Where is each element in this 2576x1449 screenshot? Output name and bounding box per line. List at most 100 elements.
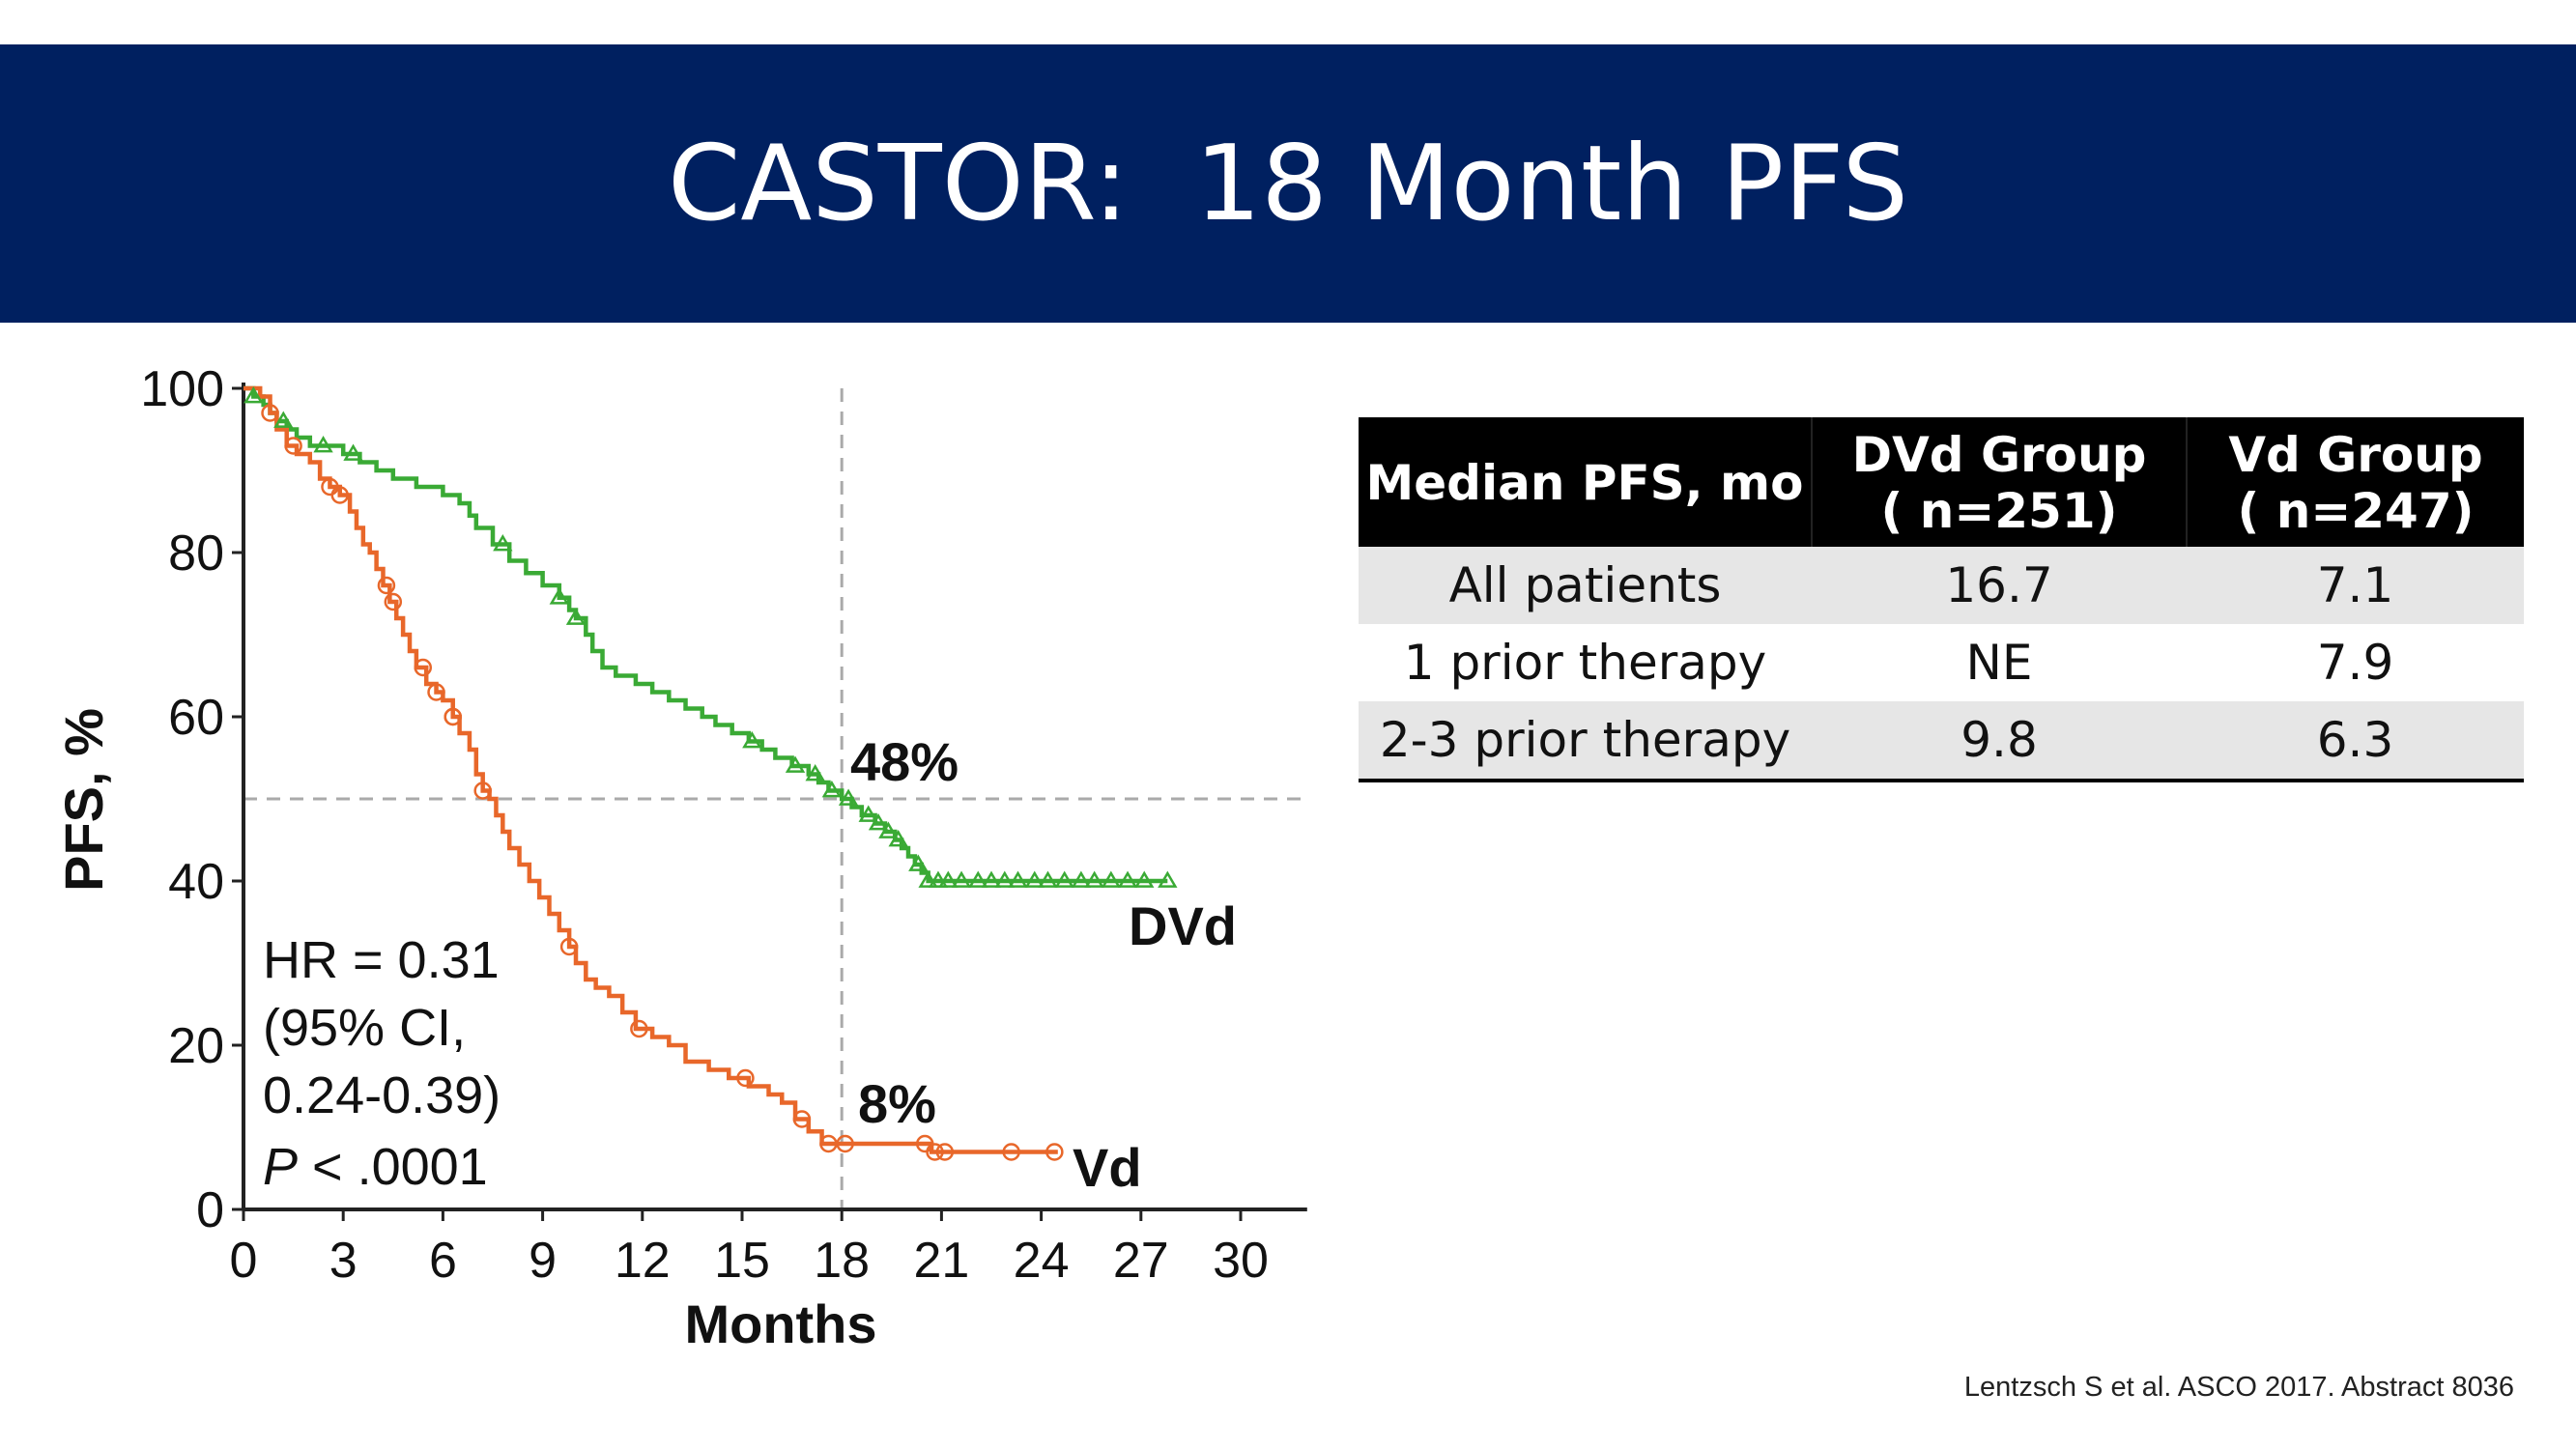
reference-lines bbox=[243, 388, 1307, 1209]
x-tick-label: 6 bbox=[429, 1233, 457, 1289]
censor-mark-dvd bbox=[928, 870, 949, 888]
median-pfs-table: Median PFS, mo DVd Group ( n=251) Vd Gro… bbox=[1359, 417, 2524, 782]
dvd-18mo-label: 48% bbox=[850, 731, 959, 792]
x-tick-label: 27 bbox=[1113, 1233, 1169, 1289]
table-header-row: Median PFS, mo DVd Group ( n=251) Vd Gro… bbox=[1359, 417, 2524, 547]
y-tick-label: 100 bbox=[140, 361, 224, 417]
censor-mark-dvd bbox=[858, 805, 878, 822]
p-label: P bbox=[263, 1138, 298, 1196]
header-median-pfs-line1: Median PFS, mo bbox=[1365, 455, 1804, 511]
x-tick-label: 24 bbox=[1014, 1233, 1070, 1289]
hr-line-2: (95% CI, bbox=[263, 999, 466, 1057]
x-axis-title: Months bbox=[684, 1293, 876, 1354]
x-tick-label: 9 bbox=[529, 1233, 557, 1289]
table-cell-dvd: 16.7 bbox=[1812, 547, 2187, 624]
series-label-dvd: DVd bbox=[1129, 895, 1237, 956]
header-vd-line2: ( n=247) bbox=[2237, 483, 2475, 539]
censor-mark-vd bbox=[1002, 1143, 1020, 1161]
censor-mark-dvd bbox=[549, 587, 569, 605]
table-row: All patients 16.7 7.1 bbox=[1359, 547, 2524, 624]
censor-mark-dvd bbox=[918, 870, 938, 888]
censor-mark-dvd bbox=[313, 436, 333, 453]
series-label-vd: Vd bbox=[1073, 1137, 1142, 1198]
header-vd-line1: Vd Group bbox=[2228, 427, 2483, 483]
table-cell-vd: 7.1 bbox=[2187, 547, 2524, 624]
censor-mark-vd bbox=[427, 683, 445, 701]
censor-mark-vd bbox=[926, 1143, 944, 1161]
x-tick-label: 3 bbox=[329, 1233, 358, 1289]
header-vd-group: Vd Group ( n=247) bbox=[2186, 417, 2524, 547]
censor-mark-vd bbox=[792, 1110, 812, 1128]
y-tick-label: 80 bbox=[168, 526, 224, 582]
table-row: 1 prior therapy NE 7.9 bbox=[1359, 624, 2524, 701]
header-median-pfs: Median PFS, mo bbox=[1359, 417, 1812, 547]
table-cell-vd: 7.9 bbox=[2316, 635, 2394, 691]
x-tick-label: 12 bbox=[615, 1233, 671, 1289]
censor-mark-vd bbox=[284, 437, 302, 455]
censor-mark-dvd bbox=[838, 788, 859, 806]
censor-mark-dvd bbox=[1024, 870, 1045, 888]
p-value: < .0001 bbox=[298, 1138, 488, 1196]
table-row: 2-3 prior therapy 9.8 6.3 bbox=[1359, 701, 2524, 781]
censor-mark-dvd bbox=[1008, 870, 1028, 888]
censor-mark-dvd bbox=[888, 830, 908, 847]
header-dvd-group: DVd Group ( n=251) bbox=[1811, 417, 2187, 547]
censor-mark-dvd bbox=[908, 854, 929, 871]
censor-mark-vd bbox=[736, 1068, 755, 1088]
vd-18mo-label: 8% bbox=[858, 1073, 936, 1134]
censor-mark-dvd bbox=[493, 534, 513, 552]
censor-mark-vd bbox=[444, 707, 462, 726]
title-bar: CASTOR: 18 Month PFS bbox=[0, 44, 2576, 323]
censor-mark-dvd bbox=[981, 870, 1002, 888]
censor-mark-dvd bbox=[821, 781, 843, 798]
censor-mark-dvd bbox=[343, 443, 363, 461]
censor-mark-dvd bbox=[1038, 870, 1058, 888]
censor-mark-vd bbox=[261, 404, 279, 422]
censor-mark-dvd bbox=[565, 608, 587, 625]
censor-mark-dvd bbox=[1134, 870, 1155, 888]
censor-mark-dvd bbox=[805, 764, 825, 781]
censor-mark-dvd bbox=[1054, 870, 1074, 888]
censor-mark-dvd bbox=[243, 386, 264, 404]
censor-mark-vd bbox=[559, 937, 579, 956]
censor-mark-dvd bbox=[273, 411, 294, 428]
table-cell-dvd: NE bbox=[1965, 635, 2033, 691]
censor-mark-vd bbox=[630, 1019, 648, 1038]
censor-mark-dvd bbox=[938, 870, 959, 888]
censor-mark-vd bbox=[384, 592, 403, 611]
header-dvd-line1: DVd Group bbox=[1851, 427, 2147, 483]
hr-line-3: 0.24-0.39) bbox=[263, 1066, 501, 1124]
censor-mark-dvd bbox=[968, 870, 988, 888]
censor-mark-dvd bbox=[1084, 870, 1104, 888]
x-tick-label: 21 bbox=[913, 1233, 969, 1289]
censor-mark-vd bbox=[473, 781, 492, 800]
table-cell-subgroup: 1 prior therapy bbox=[1403, 635, 1767, 691]
header-dvd-line2: ( n=251) bbox=[1880, 483, 2118, 539]
hr-line-1: HR = 0.31 bbox=[263, 931, 500, 989]
x-tick-label: 0 bbox=[230, 1233, 258, 1289]
y-tick-label: 20 bbox=[168, 1018, 224, 1074]
y-tick-label: 60 bbox=[168, 690, 224, 746]
table-cell-subgroup: 2-3 prior therapy bbox=[1359, 701, 1812, 781]
slide-title: CASTOR: 18 Month PFS bbox=[667, 123, 1909, 244]
y-tick-label: 0 bbox=[196, 1182, 224, 1238]
citation: Lentzsch S et al. ASCO 2017. Abstract 80… bbox=[1963, 1372, 2514, 1403]
censor-mark-dvd bbox=[1117, 870, 1138, 888]
censor-markers bbox=[243, 386, 1178, 1161]
censor-mark-dvd bbox=[785, 755, 806, 773]
censor-mark-dvd bbox=[878, 821, 899, 838]
censor-mark-dvd bbox=[951, 870, 972, 888]
censor-mark-vd bbox=[836, 1134, 854, 1153]
censor-mark-dvd bbox=[868, 813, 889, 831]
censor-mark-dvd bbox=[1071, 870, 1092, 888]
censor-mark-dvd bbox=[1158, 870, 1178, 888]
censor-mark-dvd bbox=[742, 731, 762, 749]
p-value-text: P < .0001 bbox=[263, 1138, 488, 1196]
table-cell-vd: 6.3 bbox=[2187, 701, 2524, 781]
y-axis-title: PFS, % bbox=[53, 708, 114, 892]
censor-mark-vd bbox=[377, 576, 396, 595]
table-cell-subgroup: All patients bbox=[1359, 547, 1812, 624]
censor-mark-vd bbox=[414, 658, 433, 677]
censor-mark-vd bbox=[1045, 1143, 1064, 1161]
